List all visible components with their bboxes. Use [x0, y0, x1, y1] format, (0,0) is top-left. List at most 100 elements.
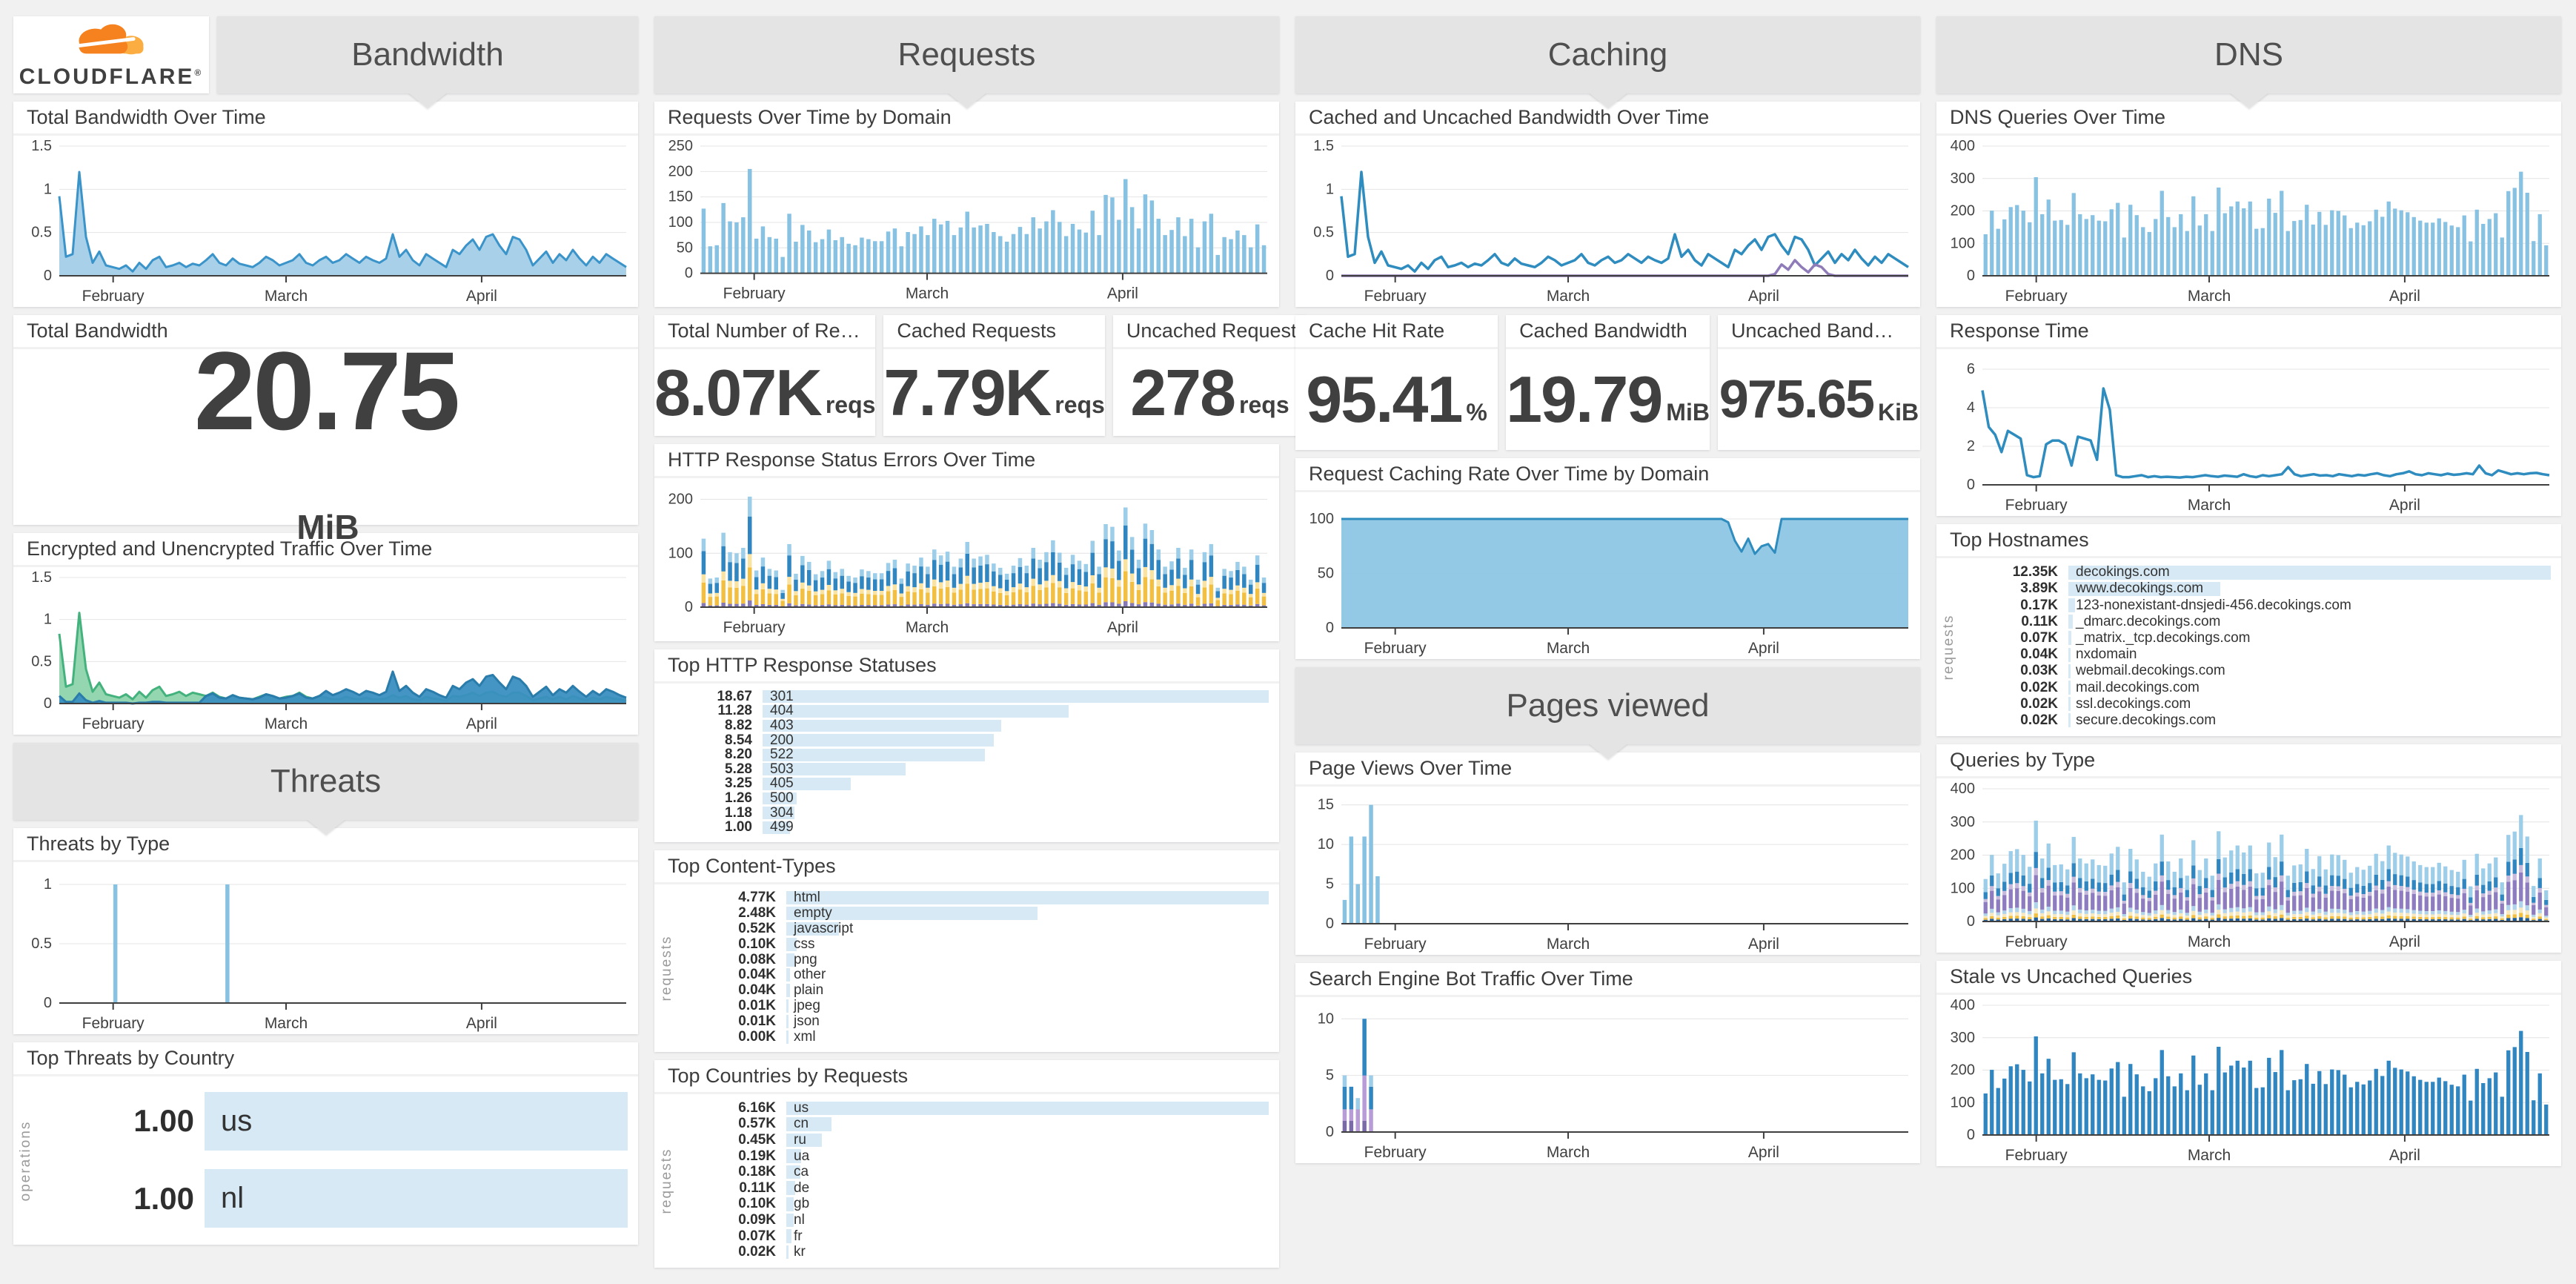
svg-text:0: 0 — [1967, 477, 1975, 493]
cached-uncached-bandwidth-chart[interactable]: 0 0.5 1 1.5 February March April — [1295, 136, 1920, 307]
row-value: 0.10K — [738, 936, 776, 952]
row-value: 11.28 — [717, 703, 753, 719]
top-countries-by-requests-list[interactable]: requests 6.16K us 0.57K cn 0.45K ru 0.19K ua 0.18… — [654, 1094, 1279, 1268]
stat-title: Uncached Band… — [1717, 315, 1920, 349]
row-value: 0.10K — [738, 1196, 776, 1212]
stat-card-cached-bandwidth: Cached Bandwidth 19.79 MiB — [1506, 315, 1710, 450]
svg-text:100: 100 — [1951, 235, 1975, 251]
panel-stale-uncached: Stale vs Uncached Queries 0 100 200 300 400 F… — [1936, 961, 2561, 1166]
total-bandwidth-over-time-chart[interactable]: 0 0.5 1 1.5 February March April — [13, 136, 638, 307]
svg-text:February: February — [1364, 936, 1427, 953]
svg-text:2: 2 — [1967, 438, 1975, 454]
stale-vs-uncached-queries-chart[interactable]: 0 100 200 300 400 February March April — [1936, 995, 2561, 1166]
encrypted-unencrypted-traffic-chart[interactable]: 0 0.5 1 1.5 February March April — [13, 567, 638, 735]
row-bar — [2068, 565, 2551, 580]
list-row: 0.01K json — [690, 1013, 1269, 1029]
threats-by-type-chart[interactable]: 0 0.5 1 February March April — [13, 862, 638, 1034]
row-value: 0.11K — [739, 1179, 776, 1196]
row-bar — [763, 748, 985, 761]
requests-over-time-chart[interactable]: 0 50 100 150 200 250 February March April — [654, 136, 1279, 307]
row-label: ssl.decokings.com — [2076, 695, 2191, 712]
svg-text:March: March — [906, 285, 949, 302]
row-bar — [786, 1165, 800, 1179]
row-value: 0.18K — [738, 1164, 776, 1180]
panel-title: Total Bandwidth Over Time — [13, 102, 638, 136]
http-response-status-errors-chart[interactable]: 0 100 200 February March April — [654, 478, 1279, 641]
request-caching-rate-chart[interactable]: 0 50 100 February March April — [1295, 492, 1920, 659]
panel-queries-by-type: Queries by Type 0 100 200 300 400 February Mar… — [1936, 744, 2561, 953]
panel-title: Top Threats by Country — [13, 1042, 638, 1076]
svg-text:March: March — [265, 1015, 308, 1032]
stat-unit: reqs — [1239, 391, 1289, 418]
panel-title: Top Hostnames — [1936, 524, 2561, 558]
svg-text:15: 15 — [1318, 797, 1334, 813]
row-value: 0.11K — [2021, 613, 2058, 629]
row-label: secure.decokings.com — [2076, 712, 2217, 728]
response-time-chart[interactable]: 0 2 4 6 February March April — [1936, 349, 2561, 516]
top-http-response-statuses-list[interactable]: 18.67 301 11.28 404 8.82 403 8.54 200 8.20 522 5.2… — [654, 684, 1279, 842]
svg-text:March: March — [1547, 936, 1590, 953]
list-row: 3.89K www.decokings.com — [1972, 580, 2551, 597]
axis-label: requests — [659, 1148, 674, 1214]
panel-top-countries: Top Countries by Requests requests 6.16K u… — [654, 1060, 1279, 1268]
panel-cached-uncached-bandwidth: Cached and Uncached Bandwidth Over Time … — [1295, 102, 1920, 307]
row-label: www.decokings.com — [2076, 580, 2204, 597]
row-label: kr — [794, 1244, 806, 1260]
top-threats-by-country-list[interactable]: operations 1.00 us 1.00 nl — [13, 1076, 638, 1245]
panel-top-content-types: Top Content-Types requests 4.77K html 2.48K… — [654, 850, 1279, 1052]
svg-text:1: 1 — [44, 181, 52, 197]
svg-text:100: 100 — [1951, 880, 1975, 896]
row-label: us — [221, 1104, 253, 1137]
svg-text:100: 100 — [1951, 1094, 1975, 1111]
stat-value: 19.79 — [1506, 363, 1663, 436]
list-row: 0.09K nl — [690, 1212, 1269, 1228]
row-bar — [786, 907, 1038, 921]
list-row: 0.02K kr — [690, 1244, 1269, 1260]
total-bandwidth-stat: 20.75 MiB — [13, 328, 638, 546]
row-bar — [786, 1245, 789, 1260]
svg-text:April: April — [1748, 1144, 1779, 1161]
row-bar — [786, 1213, 794, 1228]
top-content-types-list[interactable]: requests 4.77K html 2.48K empty 0.52K javascri… — [654, 884, 1279, 1052]
svg-text:100: 100 — [668, 214, 693, 231]
row-label: 301 — [770, 688, 794, 704]
svg-text:0: 0 — [44, 268, 52, 284]
list-row: 18.67 301 — [666, 689, 1269, 704]
stat-value: 7.79K — [883, 355, 1052, 429]
list-row: 8.54 200 — [666, 732, 1269, 748]
top-hostnames-list[interactable]: requests 12.35K decokings.com 3.89K www.deco… — [1936, 558, 2561, 736]
page-views-over-time-chart[interactable]: 0 5 10 15 February March April — [1295, 787, 1920, 955]
row-label: 522 — [770, 747, 794, 763]
svg-text:300: 300 — [1951, 814, 1975, 830]
row-label: fr — [794, 1228, 803, 1244]
svg-text:February: February — [82, 288, 145, 305]
svg-text:5: 5 — [1326, 1068, 1334, 1084]
row-value: 0.04K — [2020, 646, 2058, 663]
list-row: 0.10K gb — [690, 1196, 1269, 1213]
panel-threats-by-type: Threats by Type 0 0.5 1 February March April — [13, 828, 638, 1034]
row-label: _matrix._tcp.decokings.com — [2076, 629, 2251, 646]
panel-title: Cached and Uncached Bandwidth Over Time — [1295, 102, 1920, 136]
search-engine-bot-traffic-chart[interactable]: 0 5 10 February March April — [1295, 997, 1920, 1163]
bandwidth-header-row: CLOUDFLARE® Bandwidth — [13, 16, 638, 93]
row-bar — [786, 1133, 822, 1148]
svg-text:0.5: 0.5 — [31, 653, 52, 669]
row-value: 1.00 — [133, 1180, 194, 1216]
row-bar — [763, 821, 790, 834]
list-row: 11.28 404 — [666, 703, 1269, 719]
dns-queries-over-time-chart[interactable]: 0 100 200 300 400 February March April — [1936, 136, 2561, 307]
svg-text:6: 6 — [1967, 361, 1975, 377]
row-bar — [2068, 647, 2071, 662]
list-row: 0.19K ua — [690, 1148, 1269, 1165]
panel-title: Total Bandwidth — [13, 315, 638, 349]
panel-title: Requests Over Time by Domain — [654, 102, 1279, 136]
svg-text:April: April — [1748, 936, 1779, 953]
panel-search-bot-traffic: Search Engine Bot Traffic Over Time 0 5 10… — [1295, 963, 1920, 1163]
svg-text:March: March — [2188, 288, 2231, 305]
row-label: cn — [794, 1116, 809, 1132]
list-row: 1.00 nl — [49, 1160, 628, 1238]
panel-top-statuses: Top HTTP Response Statuses 18.67 301 11.28… — [654, 649, 1279, 842]
queries-by-type-chart[interactable]: 0 100 200 300 400 February March April — [1936, 778, 2561, 953]
svg-text:February: February — [2005, 1147, 2068, 1164]
svg-text:10: 10 — [1318, 1010, 1334, 1027]
